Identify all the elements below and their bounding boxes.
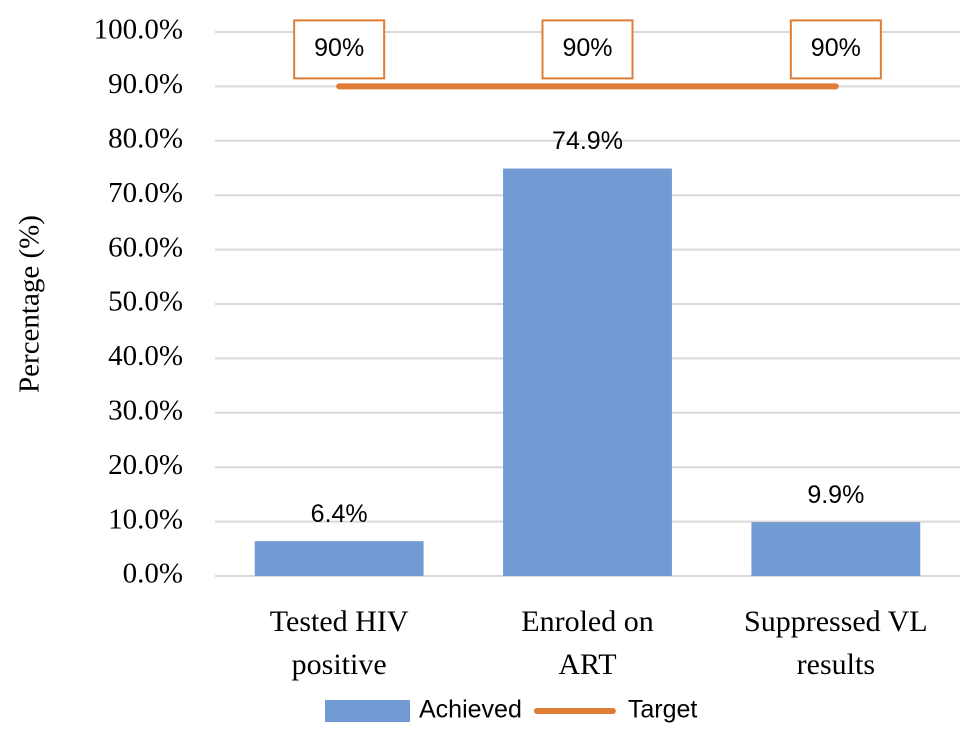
y-tick-label: 10.0% (108, 503, 183, 535)
y-tick-label: 80.0% (108, 122, 183, 154)
bar (751, 522, 921, 576)
y-tick-label: 90.0% (108, 68, 183, 100)
legend-swatch (325, 700, 410, 722)
y-axis-title: Percentage (%) (14, 215, 46, 393)
y-tick-label: 30.0% (108, 394, 183, 426)
data-label: 6.4% (311, 500, 368, 528)
x-tick-label: Suppressed VL results (744, 605, 928, 681)
y-tick-label: 100.0% (94, 14, 183, 46)
y-tick-label: 20.0% (108, 449, 183, 481)
data-label: 90% (811, 34, 861, 62)
label-box (789, 19, 882, 80)
bar (503, 168, 672, 576)
x-tick-label: Tested HIV positive (269, 605, 409, 681)
legend-label: Achieved (419, 696, 522, 724)
data-label: 90% (562, 34, 612, 62)
label-box (541, 19, 634, 80)
data-label: 9.9% (807, 481, 864, 509)
data-label: 90% (314, 34, 364, 62)
y-tick-label: 0.0% (123, 558, 183, 590)
y-tick-label: 50.0% (108, 286, 183, 318)
y-tick-label: 70.0% (108, 177, 183, 209)
bar (254, 541, 424, 576)
x-tick-label: Enroled on ART (521, 605, 654, 681)
data-label: 74.9% (552, 127, 623, 155)
y-tick-label: 40.0% (108, 340, 183, 372)
label-box (293, 19, 386, 80)
y-tick-label: 60.0% (108, 231, 183, 263)
legend-label: Target (628, 696, 698, 724)
